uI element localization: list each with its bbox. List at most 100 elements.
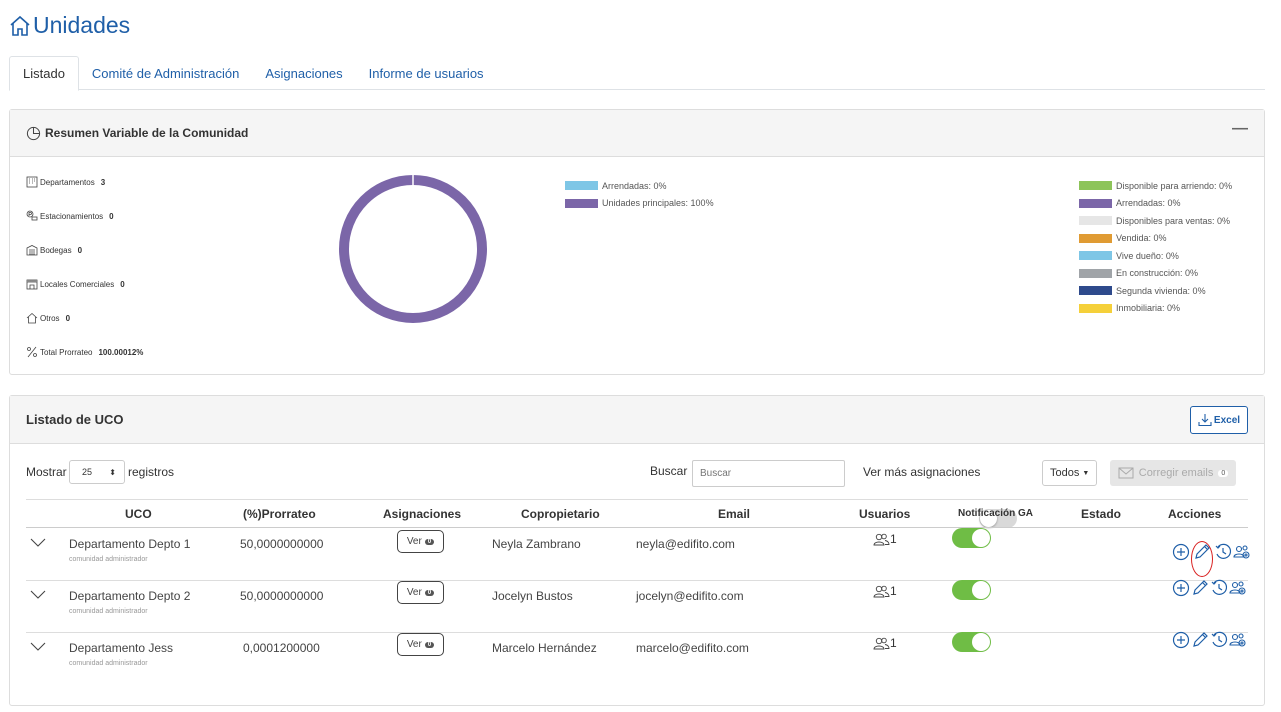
col-notificacion[interactable]: Notificación GA: [958, 508, 1034, 519]
users-icon: [873, 585, 890, 597]
stat-value: 0: [109, 211, 114, 221]
col-email[interactable]: Email: [718, 507, 751, 521]
row-actions: [1172, 631, 1247, 649]
legend-swatch: [1079, 181, 1112, 191]
pencil-icon[interactable]: [1191, 579, 1209, 597]
stat-locales: Locales Comerciales 0: [26, 278, 125, 290]
ver-button[interactable]: Ver 0: [397, 530, 444, 553]
legend-swatch: [565, 198, 598, 208]
users-settings-icon[interactable]: [1233, 543, 1251, 561]
page-title-text: Unidades: [33, 12, 131, 38]
col-copropietario[interactable]: Copropietario: [521, 507, 600, 521]
fix-emails-button[interactable]: Corregir emails 0: [1110, 460, 1236, 486]
legend-label: En construcción: 0%: [1116, 268, 1199, 279]
tab-comite[interactable]: Comité de Administración: [91, 65, 240, 81]
uco-name: Departamento Depto 2: [69, 589, 191, 603]
legend-swatch: [1079, 216, 1112, 226]
notification-toggle[interactable]: [952, 528, 991, 548]
ver-label: Ver: [406, 639, 422, 650]
col-uco[interactable]: UCO: [125, 507, 152, 521]
uco-subtitle: comunidad administrador: [69, 556, 148, 563]
ver-button[interactable]: Ver 0: [397, 633, 444, 656]
pie-chart-icon: [26, 126, 41, 140]
table-row: Departamento Depto 1 comunidad administr…: [10, 528, 1266, 580]
add-circle-icon[interactable]: [1172, 579, 1190, 597]
notification-toggle[interactable]: [952, 580, 991, 600]
col-prorrateo[interactable]: (%)Prorrateo: [243, 507, 316, 521]
stat-value: 0: [65, 313, 71, 323]
collapse-button[interactable]: —: [1232, 120, 1248, 137]
divider: [26, 632, 1248, 633]
tab-asignaciones[interactable]: Asignaciones: [265, 65, 343, 81]
users-count[interactable]: 1: [873, 584, 897, 598]
history-icon[interactable]: [1214, 543, 1232, 561]
tab-listado[interactable]: Listado: [9, 56, 79, 91]
uco-list-card: Listado de UCO Excel Mostrar 25 ⬍ regist…: [9, 395, 1265, 706]
owner-name: Jocelyn Bustos: [492, 589, 573, 603]
more-assign-toggle[interactable]: [979, 509, 1017, 528]
ver-label: Ver: [406, 536, 422, 547]
notification-toggle[interactable]: [952, 632, 991, 652]
divider: [26, 499, 1248, 500]
stat-total-prorrateo: Total Prorrateo 100.00012%: [26, 346, 143, 358]
legend-item: Inmobiliaria: 0%: [1079, 300, 1232, 318]
col-acciones: Acciones: [1168, 507, 1222, 521]
legend-item: Disponibles para ventas: 0%: [1079, 212, 1232, 230]
filter-dropdown[interactable]: Todos ▼: [1042, 460, 1098, 486]
store-icon: [26, 279, 38, 290]
stat-bodegas: Bodegas 0: [26, 244, 82, 256]
expand-chevron-icon[interactable]: [30, 535, 46, 553]
ver-label: Ver: [406, 587, 422, 598]
page-size-select[interactable]: 25 ⬍: [69, 460, 125, 484]
parking-icon: [26, 210, 38, 221]
donut-slice[interactable]: [339, 175, 487, 323]
owner-name: Marcelo Hernández: [492, 641, 597, 655]
users-count[interactable]: 1: [873, 636, 897, 650]
expand-chevron-icon[interactable]: [30, 587, 46, 605]
col-estado[interactable]: Estado: [1081, 507, 1122, 521]
legend-label: Arrendadas: 0%: [602, 180, 667, 191]
users-count[interactable]: 1: [873, 532, 897, 546]
search-label: Buscar: [650, 464, 688, 478]
owner-email: jocelyn@edifito.com: [636, 589, 744, 603]
owner-email: marcelo@edifito.com: [636, 641, 749, 655]
uco-subtitle: comunidad administrador: [69, 608, 148, 615]
legend-item: Arrendadas: 0%: [565, 177, 714, 195]
divider: [26, 527, 1248, 528]
users-settings-icon[interactable]: [1229, 579, 1247, 597]
legend-item: Unidades principales: 100%: [565, 195, 714, 213]
excel-button[interactable]: Excel: [1190, 406, 1248, 434]
prorrateo-value: 0,0001200000: [243, 641, 320, 655]
history-icon[interactable]: [1210, 579, 1228, 597]
donut-legend: Arrendadas: 0% Unidades principales: 100…: [565, 177, 714, 212]
add-circle-icon[interactable]: [1172, 543, 1190, 561]
add-circle-icon[interactable]: [1172, 631, 1190, 649]
legend-label: Disponible para arriendo: 0%: [1116, 180, 1233, 191]
users-settings-icon[interactable]: [1229, 631, 1247, 649]
pencil-icon[interactable]: [1193, 543, 1211, 561]
caret-down-icon: ▼: [1082, 469, 1090, 477]
expand-chevron-icon[interactable]: [30, 639, 46, 657]
summary-header: Resumen Variable de la Comunidad —: [10, 110, 1264, 157]
stat-value: 0: [77, 245, 83, 255]
more-assign-label: Ver más asignaciones: [863, 465, 981, 479]
tab-informe-usuarios[interactable]: Informe de usuarios: [368, 65, 484, 81]
row-actions: [1172, 579, 1247, 597]
percent-icon: [27, 346, 37, 358]
list-header: Listado de UCO Excel: [10, 396, 1264, 444]
history-icon[interactable]: [1210, 631, 1228, 649]
stat-label: Estacionamientos: [40, 211, 104, 221]
pencil-icon[interactable]: [1191, 631, 1209, 649]
search-input[interactable]: [692, 460, 845, 487]
col-asignaciones[interactable]: Asignaciones: [383, 507, 462, 521]
owner-name: Neyla Zambrano: [492, 537, 581, 551]
ver-button[interactable]: Ver 0: [397, 581, 444, 604]
summary-card: Resumen Variable de la Comunidad — Depar…: [9, 109, 1265, 375]
legend-label: Segunda vivienda: 0%: [1116, 285, 1206, 296]
legend-label: Inmobiliaria: 0%: [1116, 303, 1181, 314]
users-value: 1: [890, 584, 897, 598]
legend-swatch: [1079, 303, 1112, 313]
col-usuarios[interactable]: Usuarios: [859, 507, 911, 521]
donut-chart: [339, 174, 487, 323]
sort-arrows-icon: ⬍: [109, 467, 116, 477]
